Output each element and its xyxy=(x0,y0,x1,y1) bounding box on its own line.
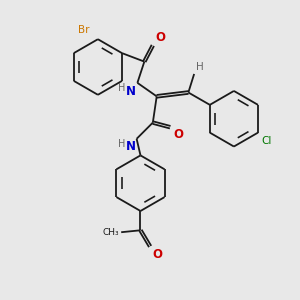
Text: H: H xyxy=(196,62,203,72)
Text: H: H xyxy=(118,139,125,149)
Text: CH₃: CH₃ xyxy=(102,228,119,237)
Text: N: N xyxy=(126,140,136,153)
Text: Br: Br xyxy=(78,25,89,34)
Text: O: O xyxy=(173,128,183,141)
Text: O: O xyxy=(155,31,166,44)
Text: Cl: Cl xyxy=(262,136,272,146)
Text: H: H xyxy=(118,83,126,93)
Text: O: O xyxy=(152,248,162,261)
Text: N: N xyxy=(126,85,136,98)
